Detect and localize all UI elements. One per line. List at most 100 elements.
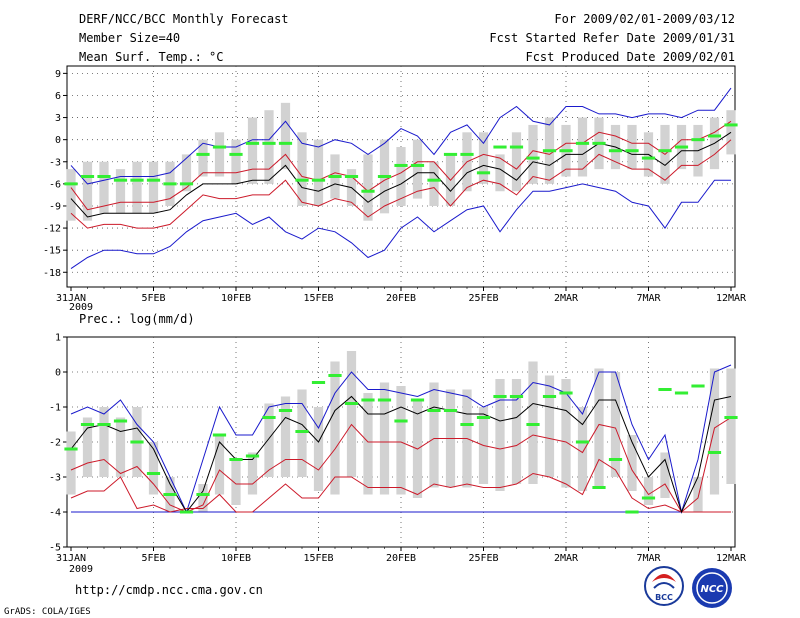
temp-x-tick-label: 5FEB xyxy=(141,293,165,304)
prec-y-tick-label: -5 xyxy=(49,543,61,554)
temp-min-line xyxy=(70,179,731,270)
prec-spread-bar xyxy=(693,477,703,512)
prec-spread-bar xyxy=(610,372,621,477)
prec-spread-bar xyxy=(643,477,654,505)
prec-x-tick-label: 20FEB xyxy=(386,553,416,564)
temp-x-tick-label: 25FEB xyxy=(468,293,498,304)
prec-x-tick-label: 25FEB xyxy=(468,553,498,564)
prec-spread-bar xyxy=(429,382,439,488)
temp-spread-bar xyxy=(214,132,225,177)
temp-spread-bar xyxy=(429,161,439,206)
temp-y-tick-label: -3 xyxy=(49,157,61,168)
prec-spread-bar xyxy=(280,396,291,477)
prec-x-tick-label: 12MAR xyxy=(716,553,747,564)
prec-median-line xyxy=(70,395,732,514)
temp-x-tick-label: 15FEB xyxy=(303,293,333,304)
prec-spread-bar xyxy=(99,407,109,477)
temperature-panel: 9 6 3 0 -3 -6 -9 -12 -15 -18 31JAN 5FEB 10FEB 15FEB 20… xyxy=(43,65,747,304)
prec-x-tick-label: 31JAN xyxy=(56,553,86,564)
prec-spread-bar xyxy=(561,379,571,488)
temp-spread-bar xyxy=(82,161,93,221)
temp-upper-quartile-line xyxy=(70,120,732,211)
prec-y-tick-label: -1 xyxy=(49,403,61,414)
temp-spread-bar xyxy=(99,161,109,214)
prec-max-line xyxy=(70,364,732,514)
grads-credit: GrADS: COLA/IGES xyxy=(4,607,91,617)
prec-x-tick-label: 7MAR xyxy=(636,553,661,564)
prec-spread-bar xyxy=(346,351,357,477)
temp-spread-bar xyxy=(181,154,192,192)
temp-y-tick-label: -15 xyxy=(43,246,61,257)
ncc-logo: NCC xyxy=(692,568,732,608)
temp-lower-quartile-line xyxy=(70,139,732,229)
year-label-bottom: 2009 xyxy=(69,564,93,575)
temp-spread-bar xyxy=(148,161,159,214)
temp-y-tick-label: -18 xyxy=(43,268,61,279)
prec-spread-bar xyxy=(577,407,588,491)
temp-spread-bar xyxy=(495,154,505,192)
prec-x-tick-label: 15FEB xyxy=(303,553,333,564)
bcc-logo: BCC xyxy=(644,566,684,606)
ncc-logo-text: NCC xyxy=(700,584,724,595)
prec-spread-bar xyxy=(82,417,93,477)
prec-spread-bar xyxy=(511,379,522,484)
prec-spread-bar xyxy=(379,382,390,495)
prec-spread-bar xyxy=(330,361,340,495)
temp-spread-bar xyxy=(198,139,208,177)
prec-spread-bar xyxy=(594,368,604,488)
temp-spread-bar xyxy=(313,139,324,206)
temp-y-tick-label: 6 xyxy=(55,91,61,102)
prec-spread-bar xyxy=(396,386,406,495)
prec-upper-quartile-line xyxy=(70,458,731,513)
temp-spread-bar xyxy=(412,139,423,199)
prec-spread-bar xyxy=(363,393,373,495)
temp-spread-bar xyxy=(264,110,274,184)
temp-spread-bar xyxy=(132,161,142,214)
forecast-period: For 2009/02/01-2009/03/12 xyxy=(554,12,735,26)
prec-spread-bar xyxy=(627,435,637,491)
prec-spread-bar xyxy=(214,435,225,495)
temp-spread-bar xyxy=(297,132,307,206)
prec-spread-bar xyxy=(148,442,159,495)
temp-spread-bar xyxy=(363,154,373,221)
prec-spread-bar xyxy=(709,368,720,495)
temp-spread-bar xyxy=(627,124,637,170)
temp-spread-bar xyxy=(511,132,522,192)
temp-max-line xyxy=(70,87,732,185)
temp-x-tick-label: 20FEB xyxy=(386,293,416,304)
temp-spread-bar xyxy=(478,132,489,184)
temp-y-tick-label: 0 xyxy=(55,135,61,146)
temp-spread-bar xyxy=(280,102,291,170)
temp-y-tick-label: 3 xyxy=(55,113,61,124)
precip-variable-label: Prec.: log(mm/d) xyxy=(79,312,195,326)
prec-spread-bar xyxy=(247,452,258,495)
prec-spread-bar xyxy=(115,417,126,477)
temp-y-tick-label: -12 xyxy=(43,224,61,235)
prec-spread-bar xyxy=(660,452,670,498)
prec-spread-bar xyxy=(495,379,505,491)
prec-spread-bar xyxy=(66,431,76,495)
temp-spread-bar xyxy=(726,110,736,155)
forecast-produced-date: Fcst Produced Date 2009/02/01 xyxy=(525,50,735,64)
temp-spread-bar xyxy=(66,169,76,221)
prec-spread-bar xyxy=(198,484,208,512)
prec-spread-bar xyxy=(313,407,324,491)
forecast-start-date: Fcst Started Refer Date 2009/01/31 xyxy=(489,31,735,45)
temp-x-tick-label: 2MAR xyxy=(554,293,579,304)
temp-spread-bar xyxy=(577,117,588,177)
member-size: Member Size=40 xyxy=(79,31,180,45)
prec-spread-bar xyxy=(297,389,307,477)
figure-title: DERF/NCC/BCC Monthly Forecast xyxy=(79,12,289,26)
prec-y-tick-label: -2 xyxy=(49,438,61,449)
prec-y-tick-label: 0 xyxy=(55,368,61,379)
temp-x-tick-label: 7MAR xyxy=(636,293,661,304)
year-label-top: 2009 xyxy=(69,302,93,313)
prec-y-tick-label: -4 xyxy=(49,508,61,519)
temp-x-tick-label: 10FEB xyxy=(221,293,251,304)
prec-spread-bar xyxy=(726,368,736,484)
temp-spread-bar xyxy=(396,147,406,206)
temp-y-tick-label: -6 xyxy=(49,179,61,190)
temp-spread-bar xyxy=(231,139,241,184)
